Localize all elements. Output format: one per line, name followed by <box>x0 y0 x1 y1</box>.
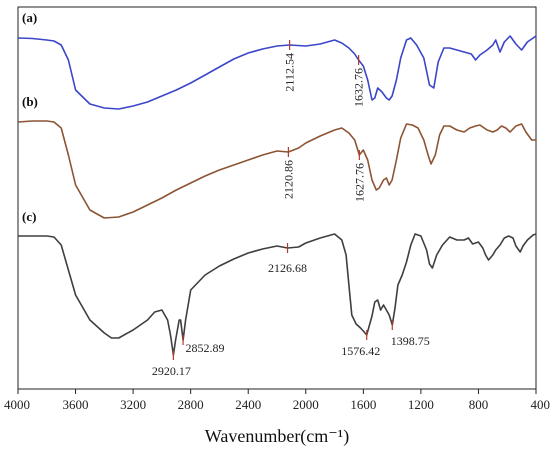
peak-label-163276: 1632.76 <box>352 68 366 107</box>
x-tick-label-3200: 3200 <box>120 397 146 412</box>
x-tick-label-1200: 1200 <box>408 397 434 412</box>
peak-label-292017: 2920.17 <box>152 364 191 378</box>
peak-label-212668: 2126.68 <box>268 261 307 275</box>
x-tick-label-2000: 2000 <box>293 397 319 412</box>
x-tick-label-2800: 2800 <box>178 397 204 412</box>
x-tick-label-3600: 3600 <box>63 397 89 412</box>
peak-label-139875: 1398.75 <box>391 334 430 348</box>
x-axis-ticks: 4000 3600 3200 2800 2400 2000 1600 1200 800 400 <box>4 389 550 412</box>
peak-label-212086: 2120.86 <box>281 160 295 199</box>
x-tick-label-2400: 2400 <box>235 397 261 412</box>
peak-label-157642: 1576.42 <box>341 344 380 358</box>
x-tick-label-400: 400 <box>531 397 550 412</box>
series-line-b <box>17 120 536 219</box>
peak-label-162776: 1627.76 <box>352 163 366 202</box>
plot-frame <box>17 6 537 390</box>
panel-label-b: (b) <box>22 94 38 109</box>
x-tick-label-4000: 4000 <box>4 397 30 412</box>
panel-label-c: (c) <box>22 209 36 224</box>
series-line-c <box>18 233 537 356</box>
series-layer: (a) (b) (c) <box>17 10 537 356</box>
x-tick-label-800: 800 <box>469 397 489 412</box>
panel-label-a: (a) <box>22 10 37 25</box>
x-tick-label-1600: 1600 <box>350 397 376 412</box>
peak-label-285289: 2852.89 <box>186 341 225 355</box>
peak-label-211254: 2112.54 <box>283 53 297 92</box>
series-line-a <box>17 35 537 110</box>
annotation-layer: 2112.54 1632.76 2120.86 1627.76 2126.68 2920.… <box>152 40 430 378</box>
x-axis-label: Wavenumber(cm⁻¹) <box>205 426 349 447</box>
